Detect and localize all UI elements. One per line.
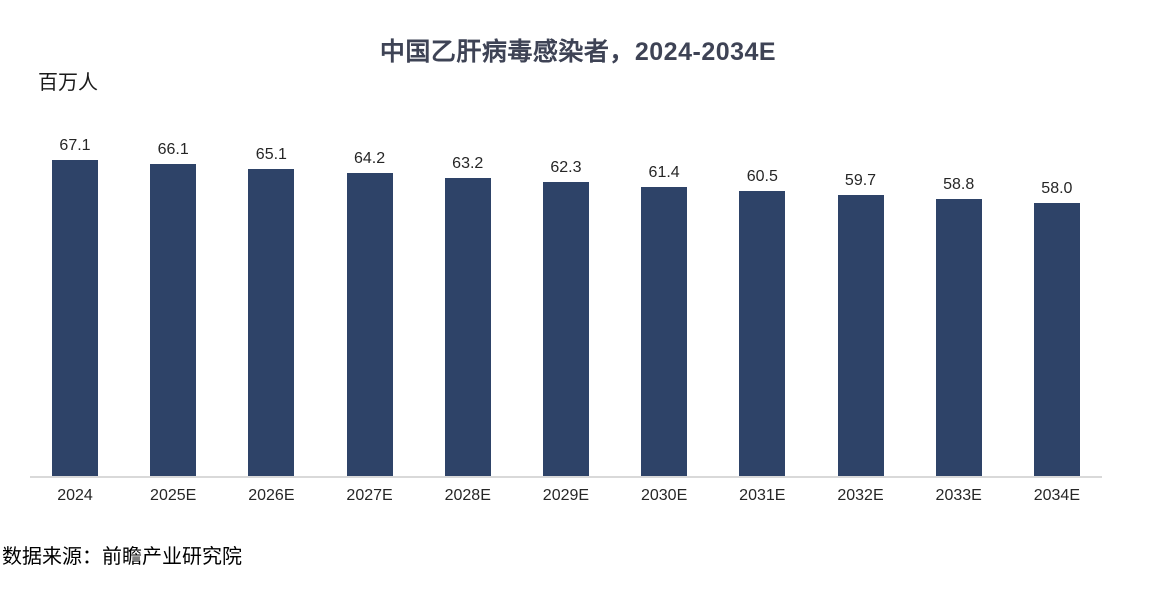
bar-group: 65.1	[226, 146, 316, 476]
bar	[1033, 203, 1080, 476]
bar-value-label: 64.2	[353, 150, 386, 167]
bar-value-label: 65.1	[255, 146, 287, 163]
bar-value-label: 58.0	[1041, 180, 1073, 197]
plot-area: 67.1 66.1 65.1 64.2 63.2 62.3 61.4 60.5 59.7 58.8…	[30, 110, 1102, 478]
bar-group: 66.1	[128, 141, 218, 476]
bar	[837, 195, 884, 476]
bar-value-label: 59.7	[844, 172, 877, 189]
bar-value-label: 63.2	[452, 155, 484, 172]
x-axis-tick-label: 2026E	[248, 487, 295, 504]
x-axis-tick-label: 2025E	[150, 487, 197, 504]
bar-group: 60.5	[717, 168, 807, 476]
bar-group: 58.0	[1012, 180, 1102, 476]
bar-value-label: 58.8	[943, 176, 975, 193]
x-axis-tick-label: 2033E	[935, 487, 982, 504]
bar	[542, 182, 589, 476]
x-axis-tick-label: 2024	[57, 487, 93, 504]
source-note: 数据来源：前瞻产业研究院	[2, 546, 242, 568]
bar-group: 59.7	[816, 172, 906, 476]
y-axis-unit-label: 百万人	[38, 72, 98, 94]
bar	[935, 199, 982, 476]
bar-group: 67.1	[30, 137, 120, 476]
x-axis-tick-label: 2027E	[346, 487, 393, 504]
bar	[444, 178, 491, 476]
bar-value-label: 66.1	[157, 141, 189, 158]
bar-value-label: 61.4	[648, 164, 680, 181]
bar-value-label: 62.3	[550, 159, 582, 176]
x-axis-labels: 2024 2025E 2026E 2027E 2028E 2029E 2030E 2031E 2…	[30, 487, 1102, 505]
bar	[248, 169, 295, 476]
bar-value-label: 67.1	[59, 137, 91, 154]
x-axis-tick-label: 2034E	[1033, 487, 1080, 504]
bar-value-label: 60.5	[746, 168, 778, 185]
bar-group: 63.2	[423, 155, 513, 476]
bar	[641, 187, 688, 476]
x-axis-tick-label: 2032E	[837, 487, 884, 504]
chart-title: 中国乙肝病毒感染者，2024-2034E	[379, 38, 777, 66]
bar-chart: 67.1 66.1 65.1 64.2 63.2 62.3 61.4 60.5 59.7 58.8…	[30, 110, 1102, 505]
bar	[150, 164, 197, 476]
bar-group: 62.3	[521, 159, 611, 476]
bar-group: 64.2	[325, 150, 415, 476]
bar	[52, 160, 98, 476]
x-axis-tick-label: 2028E	[444, 487, 491, 504]
x-axis-tick-label: 2030E	[640, 487, 688, 504]
x-axis-tick-label: 2029E	[542, 487, 590, 504]
bar-group: 58.8	[914, 176, 1004, 476]
bar-group: 61.4	[619, 164, 709, 476]
bar	[739, 191, 786, 476]
x-axis-tick-label: 2031E	[739, 487, 786, 504]
bar	[346, 173, 393, 476]
